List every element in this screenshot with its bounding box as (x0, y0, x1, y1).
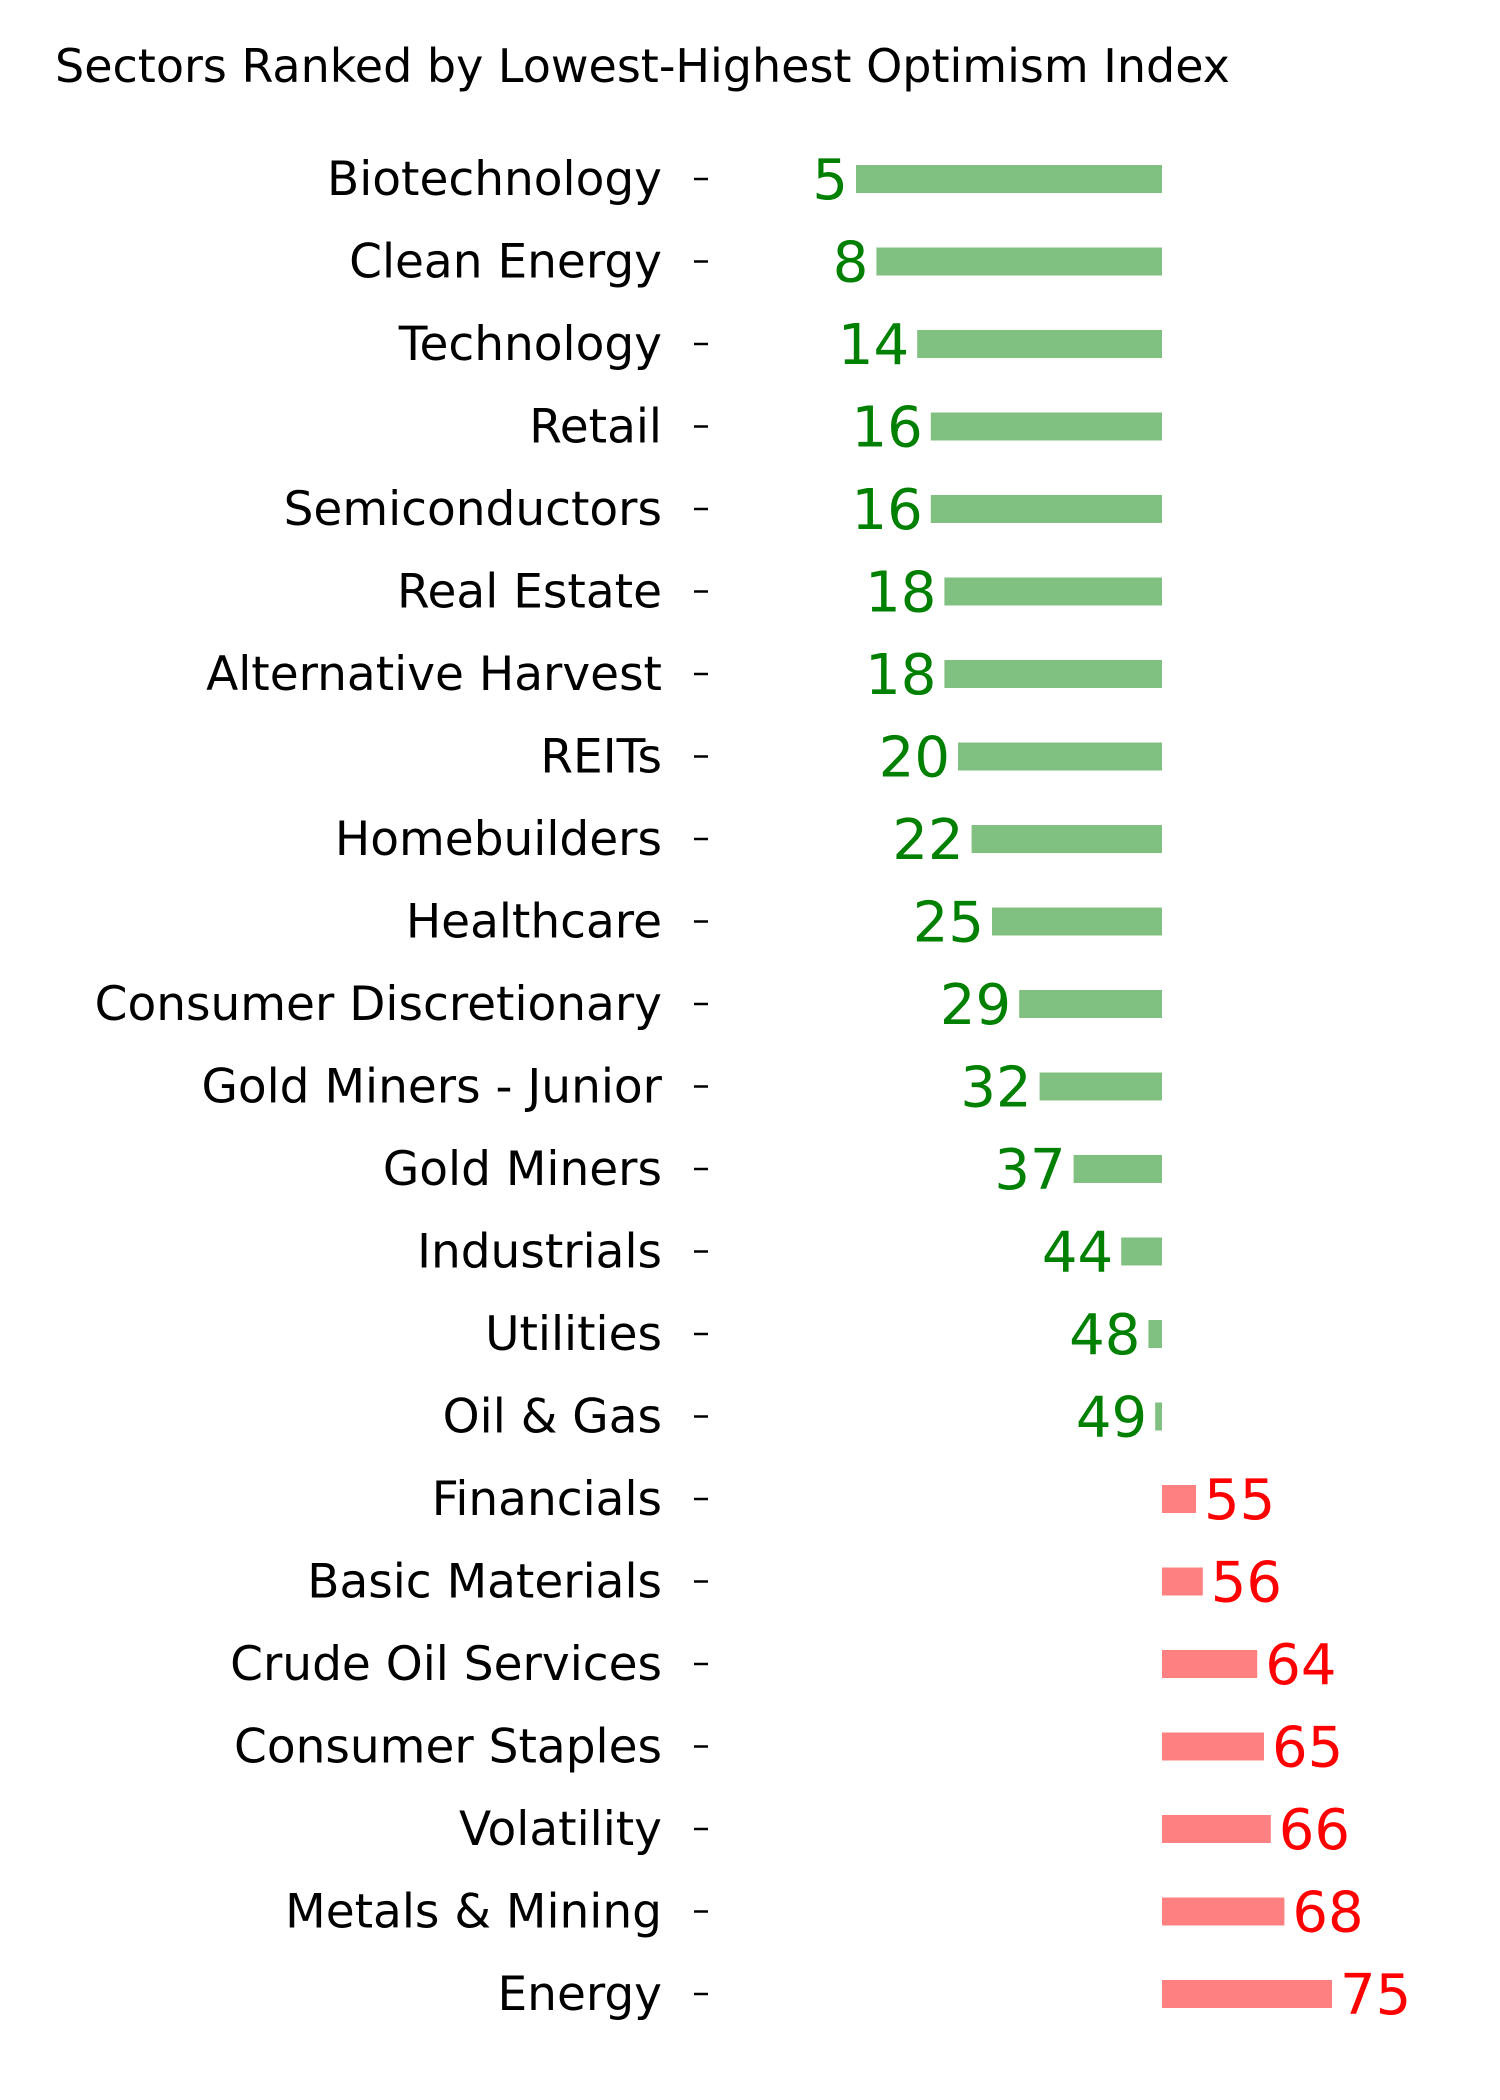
bar (944, 577, 1162, 606)
category-label: Crude Oil Services (230, 1637, 662, 1692)
bar (1148, 1320, 1162, 1348)
value-label: 55 (1204, 1468, 1275, 1533)
value-label: 37 (994, 1138, 1065, 1203)
category-label: Healthcare (406, 895, 662, 950)
bar (992, 907, 1162, 936)
value-label: 29 (940, 973, 1011, 1038)
value-label: 25 (913, 891, 984, 956)
value-label: 16 (852, 396, 923, 461)
category-label: Gold Miners (383, 1142, 662, 1197)
bar (1162, 1897, 1285, 1926)
bar (856, 165, 1162, 193)
category-label: Consumer Staples (234, 1720, 662, 1775)
category-label: Utilities (485, 1307, 662, 1362)
bar (1162, 1980, 1332, 2008)
category-label: Metals & Mining (285, 1885, 662, 1940)
value-label: 18 (865, 643, 936, 708)
value-label: 66 (1279, 1798, 1350, 1863)
bar (971, 825, 1162, 853)
category-label: Energy (497, 1967, 662, 2022)
category-label: Financials (432, 1472, 662, 1527)
bar (1121, 1237, 1162, 1266)
value-label: 56 (1211, 1551, 1282, 1616)
value-label: 68 (1292, 1881, 1363, 1946)
value-label: 64 (1265, 1633, 1336, 1698)
value-label: 44 (1042, 1221, 1113, 1286)
category-label: Basic Materials (307, 1555, 662, 1610)
value-label: 5 (812, 148, 848, 213)
category-label: Homebuilders (335, 812, 662, 867)
bar (958, 742, 1162, 771)
bar (930, 495, 1162, 523)
category-label: Real Estate (397, 565, 662, 620)
category-label: Volatility (459, 1802, 662, 1857)
value-label: 65 (1272, 1716, 1343, 1781)
bar (930, 412, 1162, 441)
category-label: Gold Miners - Junior (201, 1060, 662, 1115)
value-label: 8 (833, 231, 869, 296)
bar (1162, 1567, 1203, 1596)
value-label: 16 (852, 478, 923, 543)
category-label: Consumer Discretionary (95, 977, 662, 1032)
bar (1162, 1732, 1264, 1761)
value-label: 75 (1340, 1963, 1411, 2028)
bar (1155, 1402, 1162, 1431)
category-label: Technology (398, 317, 662, 372)
category-label: Alternative Harvest (206, 647, 662, 702)
value-label: 20 (879, 726, 950, 791)
bar (917, 330, 1162, 358)
value-label: 14 (838, 313, 909, 378)
value-label: 49 (1076, 1386, 1147, 1451)
chart-title: Sectors Ranked by Lowest-Highest Optimis… (55, 39, 1230, 93)
value-label: 32 (960, 1056, 1031, 1121)
value-label: 22 (892, 808, 963, 873)
category-label: Retail (529, 400, 662, 455)
category-label: REITs (540, 730, 662, 785)
category-label: Oil & Gas (443, 1390, 662, 1445)
bar (944, 660, 1162, 688)
category-label: Semiconductors (284, 482, 662, 537)
bars-layer: Biotechnology 5 Clean Energy 8 Technology 14 R… (95, 148, 1412, 2028)
bar (876, 247, 1162, 276)
bar (1162, 1650, 1258, 1678)
value-label: 18 (865, 561, 936, 626)
bar (1073, 1155, 1162, 1183)
bar (1162, 1815, 1271, 1843)
bar (1039, 1072, 1162, 1101)
value-label: 48 (1069, 1303, 1140, 1368)
category-label: Biotechnology (327, 152, 662, 207)
bar (1162, 1485, 1196, 1513)
bar (1019, 990, 1162, 1018)
category-label: Clean Energy (349, 235, 662, 290)
category-label: Industrials (417, 1225, 662, 1280)
